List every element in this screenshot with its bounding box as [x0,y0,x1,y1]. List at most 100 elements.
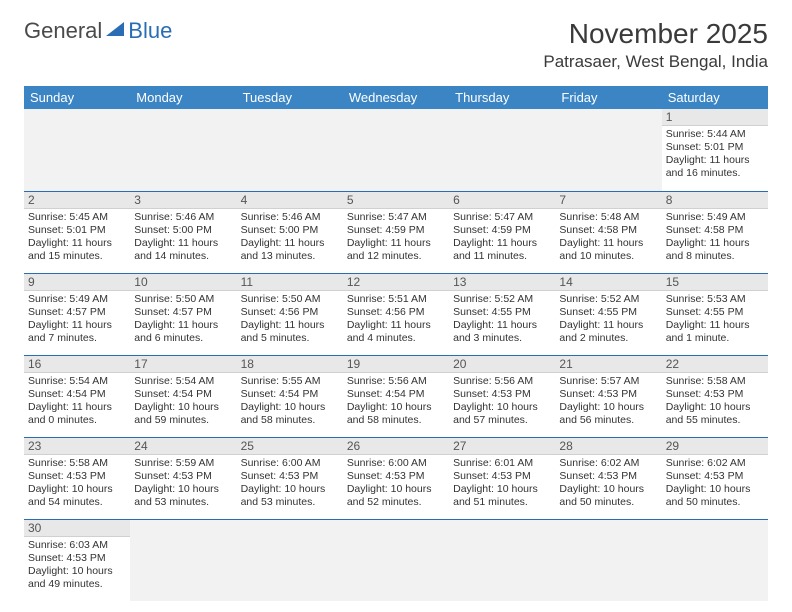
day-body: Sunrise: 5:46 AMSunset: 5:00 PMDaylight:… [237,209,343,266]
day-number: 13 [449,274,555,291]
day-number: 17 [130,356,236,373]
day-number: 14 [555,274,661,291]
day-number: 19 [343,356,449,373]
day-number: 2 [24,192,130,209]
calendar-row: 1Sunrise: 5:44 AMSunset: 5:01 PMDaylight… [24,109,768,191]
day-cell: 10Sunrise: 5:50 AMSunset: 4:57 PMDayligh… [130,273,236,355]
empty-cell [449,519,555,601]
logo-text-2: Blue [128,18,172,44]
empty-cell [130,109,236,191]
day-cell: 23Sunrise: 5:58 AMSunset: 4:53 PMDayligh… [24,437,130,519]
day-number: 6 [449,192,555,209]
day-number: 25 [237,438,343,455]
empty-cell [449,109,555,191]
weekday-header: Saturday [662,86,768,109]
calendar-body: 1Sunrise: 5:44 AMSunset: 5:01 PMDaylight… [24,109,768,601]
day-body: Sunrise: 6:01 AMSunset: 4:53 PMDaylight:… [449,455,555,512]
day-body: Sunrise: 5:57 AMSunset: 4:53 PMDaylight:… [555,373,661,430]
day-number: 27 [449,438,555,455]
day-body: Sunrise: 5:54 AMSunset: 4:54 PMDaylight:… [130,373,236,430]
weekday-header-row: Sunday Monday Tuesday Wednesday Thursday… [24,86,768,109]
day-cell: 12Sunrise: 5:51 AMSunset: 4:56 PMDayligh… [343,273,449,355]
day-cell: 17Sunrise: 5:54 AMSunset: 4:54 PMDayligh… [130,355,236,437]
day-cell: 4Sunrise: 5:46 AMSunset: 5:00 PMDaylight… [237,191,343,273]
day-number: 24 [130,438,236,455]
day-body: Sunrise: 5:58 AMSunset: 4:53 PMDaylight:… [662,373,768,430]
day-number: 7 [555,192,661,209]
day-number: 9 [24,274,130,291]
day-body: Sunrise: 5:58 AMSunset: 4:53 PMDaylight:… [24,455,130,512]
day-body: Sunrise: 6:00 AMSunset: 4:53 PMDaylight:… [237,455,343,512]
day-body: Sunrise: 5:53 AMSunset: 4:55 PMDaylight:… [662,291,768,348]
day-body: Sunrise: 5:44 AMSunset: 5:01 PMDaylight:… [662,126,768,183]
day-cell: 7Sunrise: 5:48 AMSunset: 4:58 PMDaylight… [555,191,661,273]
day-number: 1 [662,109,768,126]
day-cell: 28Sunrise: 6:02 AMSunset: 4:53 PMDayligh… [555,437,661,519]
day-number: 4 [237,192,343,209]
day-number: 10 [130,274,236,291]
day-cell: 27Sunrise: 6:01 AMSunset: 4:53 PMDayligh… [449,437,555,519]
day-body: Sunrise: 5:59 AMSunset: 4:53 PMDaylight:… [130,455,236,512]
day-cell: 18Sunrise: 5:55 AMSunset: 4:54 PMDayligh… [237,355,343,437]
day-cell: 20Sunrise: 5:56 AMSunset: 4:53 PMDayligh… [449,355,555,437]
empty-cell [555,519,661,601]
logo-text-1: General [24,18,102,44]
calendar-row: 30Sunrise: 6:03 AMSunset: 4:53 PMDayligh… [24,519,768,601]
day-cell: 24Sunrise: 5:59 AMSunset: 4:53 PMDayligh… [130,437,236,519]
weekday-header: Thursday [449,86,555,109]
empty-cell [662,519,768,601]
day-body: Sunrise: 6:00 AMSunset: 4:53 PMDaylight:… [343,455,449,512]
day-cell: 14Sunrise: 5:52 AMSunset: 4:55 PMDayligh… [555,273,661,355]
day-body: Sunrise: 5:47 AMSunset: 4:59 PMDaylight:… [343,209,449,266]
day-body: Sunrise: 5:52 AMSunset: 4:55 PMDaylight:… [555,291,661,348]
day-number: 3 [130,192,236,209]
empty-cell [343,109,449,191]
day-cell: 13Sunrise: 5:52 AMSunset: 4:55 PMDayligh… [449,273,555,355]
calendar-table: Sunday Monday Tuesday Wednesday Thursday… [24,86,768,601]
day-number: 5 [343,192,449,209]
day-cell: 9Sunrise: 5:49 AMSunset: 4:57 PMDaylight… [24,273,130,355]
day-body: Sunrise: 5:49 AMSunset: 4:57 PMDaylight:… [24,291,130,348]
day-number: 8 [662,192,768,209]
empty-cell [237,109,343,191]
day-cell: 3Sunrise: 5:46 AMSunset: 5:00 PMDaylight… [130,191,236,273]
month-title: November 2025 [543,18,768,50]
location: Patrasaer, West Bengal, India [543,52,768,72]
day-cell: 16Sunrise: 5:54 AMSunset: 4:54 PMDayligh… [24,355,130,437]
day-body: Sunrise: 6:02 AMSunset: 4:53 PMDaylight:… [662,455,768,512]
day-body: Sunrise: 5:48 AMSunset: 4:58 PMDaylight:… [555,209,661,266]
day-body: Sunrise: 5:50 AMSunset: 4:56 PMDaylight:… [237,291,343,348]
day-number: 23 [24,438,130,455]
day-body: Sunrise: 5:56 AMSunset: 4:53 PMDaylight:… [449,373,555,430]
weekday-header: Tuesday [237,86,343,109]
day-cell: 5Sunrise: 5:47 AMSunset: 4:59 PMDaylight… [343,191,449,273]
day-cell: 21Sunrise: 5:57 AMSunset: 4:53 PMDayligh… [555,355,661,437]
empty-cell [555,109,661,191]
day-body: Sunrise: 6:02 AMSunset: 4:53 PMDaylight:… [555,455,661,512]
day-body: Sunrise: 5:54 AMSunset: 4:54 PMDaylight:… [24,373,130,430]
empty-cell [237,519,343,601]
day-cell: 1Sunrise: 5:44 AMSunset: 5:01 PMDaylight… [662,109,768,191]
day-body: Sunrise: 5:55 AMSunset: 4:54 PMDaylight:… [237,373,343,430]
calendar-row: 16Sunrise: 5:54 AMSunset: 4:54 PMDayligh… [24,355,768,437]
title-block: November 2025 Patrasaer, West Bengal, In… [543,18,768,72]
logo: General Blue [24,18,172,44]
day-number: 15 [662,274,768,291]
day-number: 22 [662,356,768,373]
day-number: 20 [449,356,555,373]
day-body: Sunrise: 5:51 AMSunset: 4:56 PMDaylight:… [343,291,449,348]
empty-cell [343,519,449,601]
weekday-header: Friday [555,86,661,109]
day-body: Sunrise: 5:45 AMSunset: 5:01 PMDaylight:… [24,209,130,266]
day-body: Sunrise: 5:56 AMSunset: 4:54 PMDaylight:… [343,373,449,430]
day-cell: 30Sunrise: 6:03 AMSunset: 4:53 PMDayligh… [24,519,130,601]
day-cell: 8Sunrise: 5:49 AMSunset: 4:58 PMDaylight… [662,191,768,273]
empty-cell [130,519,236,601]
calendar-row: 23Sunrise: 5:58 AMSunset: 4:53 PMDayligh… [24,437,768,519]
day-number: 28 [555,438,661,455]
header: General Blue November 2025 Patrasaer, We… [0,0,792,78]
day-cell: 19Sunrise: 5:56 AMSunset: 4:54 PMDayligh… [343,355,449,437]
day-cell: 25Sunrise: 6:00 AMSunset: 4:53 PMDayligh… [237,437,343,519]
day-cell: 22Sunrise: 5:58 AMSunset: 4:53 PMDayligh… [662,355,768,437]
day-cell: 26Sunrise: 6:00 AMSunset: 4:53 PMDayligh… [343,437,449,519]
